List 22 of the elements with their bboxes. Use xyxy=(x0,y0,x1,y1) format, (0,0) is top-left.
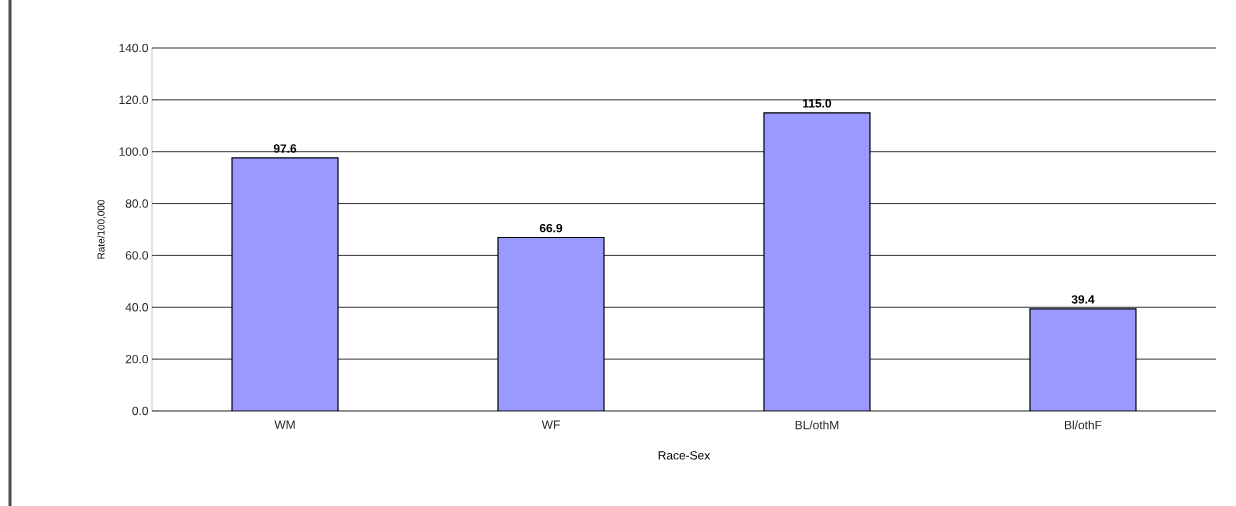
y-tick-label: 60.0 xyxy=(125,251,149,260)
y-tick-label: 20.0 xyxy=(125,354,149,364)
y-tick-label: 80.0 xyxy=(125,199,149,208)
x-tick-label: BL/othM xyxy=(795,420,839,430)
x-axis-title: Race-Sex xyxy=(658,451,711,460)
data-label: 66.9 xyxy=(539,223,563,233)
y-tick-label: 140.0 xyxy=(119,43,149,53)
data-label: 39.4 xyxy=(1071,295,1095,304)
y-tick-label: 40.0 xyxy=(125,303,149,312)
bar xyxy=(763,112,871,411)
y-tick-label: 120.0 xyxy=(119,95,149,105)
bar xyxy=(1029,308,1137,411)
y-axis-title: Rate/100,000 xyxy=(97,199,106,259)
x-tick-label: Bl/othF xyxy=(1065,420,1102,430)
data-label: 115.0 xyxy=(803,99,832,108)
bar xyxy=(497,236,605,411)
x-tick-label: WF xyxy=(541,420,560,429)
data-label: 97.6 xyxy=(273,144,297,153)
y-tick-label: 0.0 xyxy=(132,406,149,416)
bar xyxy=(231,157,339,411)
x-tick-label: WM xyxy=(274,420,295,429)
y-tick-label: 100.0 xyxy=(119,147,149,156)
